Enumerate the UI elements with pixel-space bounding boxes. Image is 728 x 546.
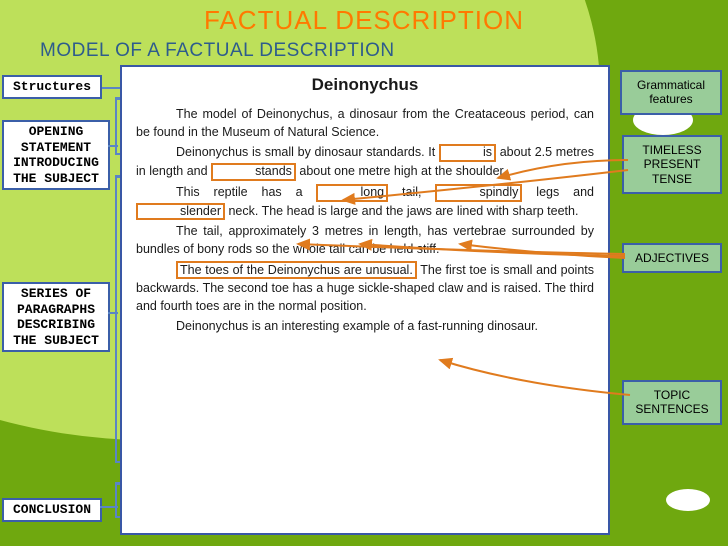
conn-structures <box>102 87 120 89</box>
hl-stands: stands <box>211 163 296 181</box>
hl-is: is <box>439 144 496 162</box>
hl-spindly: spindly <box>435 184 522 202</box>
document: Deinonychus The model of Deinonychus, a … <box>120 65 610 535</box>
hl-topic-sentence: The toes of the Deinonychus are unusual. <box>176 261 417 279</box>
conn-opening <box>108 145 118 147</box>
page-title: FACTUAL DESCRIPTION <box>0 5 728 36</box>
subtitle: MODEL OF A FACTUAL DESCRIPTION <box>40 40 395 62</box>
p2-text3: about one metre high at the shoulder. <box>296 164 507 178</box>
para-2: Deinonychus is small by dinosaur standar… <box>136 143 594 181</box>
hl-slender: slender <box>136 203 225 221</box>
para-1: The model of Deinonychus, a dinosaur fro… <box>136 105 594 141</box>
p2-text: Deinonychus is small by dinosaur standar… <box>176 145 439 159</box>
label-timeless: TIMELESS PRESENT TENSE <box>622 135 722 194</box>
label-adjectives: ADJECTIVES <box>622 243 722 273</box>
para-4: The tail, approximately 3 metres in leng… <box>136 222 594 258</box>
p3-text: This reptile has a <box>176 185 316 199</box>
doc-title: Deinonychus <box>136 75 594 95</box>
p3-text2: tail, <box>388 185 435 199</box>
label-opening: OPENING STATEMENT INTRODUCING THE SUBJEC… <box>2 120 110 190</box>
para-6: Deinonychus is an interesting example of… <box>136 317 594 335</box>
bg-oval-small <box>666 489 710 511</box>
label-topic: TOPIC SENTENCES <box>622 380 722 425</box>
p3-text4: neck. The head is large and the jaws are… <box>225 204 578 218</box>
label-series: SERIES OF PARAGRAPHS DESCRIBING THE SUBJ… <box>2 282 110 352</box>
para-5: The toes of the Deinonychus are unusual.… <box>136 261 594 315</box>
label-grammatical: Grammatical features <box>620 70 722 115</box>
p3-text3: legs and <box>522 185 594 199</box>
bracket-conclusion <box>115 482 117 518</box>
conn-conclusion <box>100 506 118 508</box>
conn-series <box>108 312 118 314</box>
label-conclusion: CONCLUSION <box>2 498 102 522</box>
bracket-series <box>115 175 117 463</box>
hl-long: long <box>316 184 388 202</box>
para-3: This reptile has a long tail, spindly le… <box>136 183 594 221</box>
label-structures: Structures <box>2 75 102 99</box>
